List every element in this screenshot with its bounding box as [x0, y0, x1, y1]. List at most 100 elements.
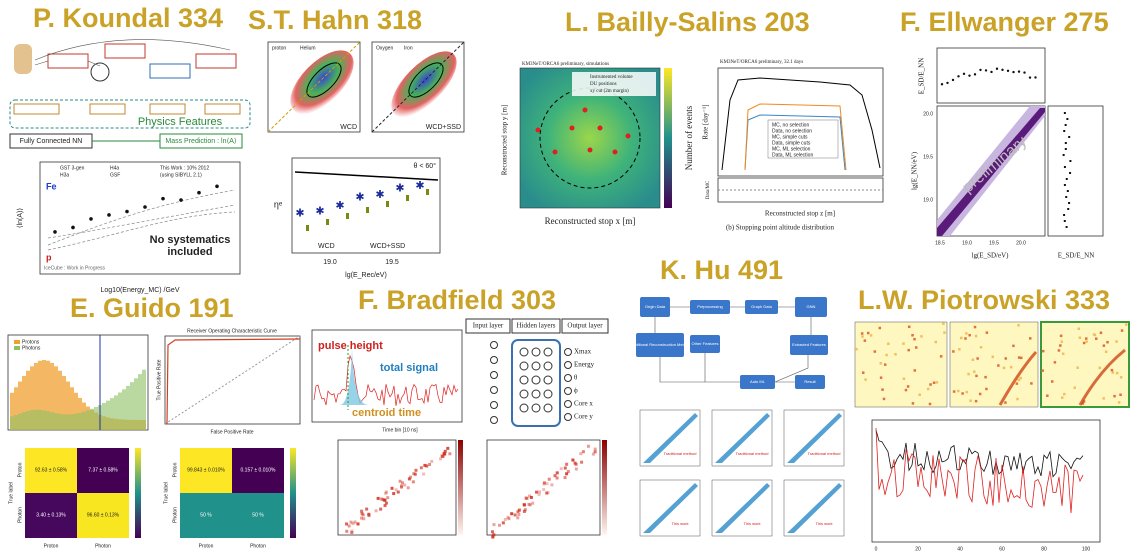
marker [426, 189, 429, 195]
pixel [1092, 333, 1096, 336]
cell [545, 491, 549, 495]
pixel [1059, 334, 1063, 338]
pixel [894, 353, 897, 356]
pixel [1115, 340, 1118, 343]
group [1062, 112, 1072, 228]
cell [586, 444, 590, 448]
legend-label: MC, ML selection [772, 146, 811, 152]
decoration [14, 346, 20, 350]
marker [1065, 196, 1068, 198]
pixel [1106, 340, 1109, 344]
neuron [490, 371, 498, 379]
cell [419, 466, 423, 470]
cell [384, 491, 388, 495]
bar [22, 412, 26, 430]
pixel [1016, 397, 1019, 401]
pixel [860, 332, 864, 335]
axis-label: lg(E_SD/eV) [972, 252, 1010, 260]
tag: Traditional method [808, 451, 841, 456]
marker [1066, 190, 1069, 192]
decoration [294, 171, 439, 181]
bar [18, 381, 22, 430]
axis-label: False Positive Rate [210, 429, 253, 435]
marker [53, 230, 57, 234]
marker [973, 73, 977, 76]
neuron [543, 403, 553, 413]
bar [66, 381, 70, 430]
chart-title: Receiver Operating Characteristic Curve [187, 328, 277, 334]
decoration [149, 103, 186, 115]
pixel [1081, 402, 1085, 405]
pixel [1061, 352, 1065, 356]
bar [134, 378, 138, 430]
cell [446, 446, 450, 450]
decoration [602, 440, 607, 535]
bar [74, 413, 78, 430]
pixel [1059, 344, 1062, 347]
flow-node [795, 375, 825, 389]
cell [439, 457, 443, 461]
flow-node [636, 333, 684, 357]
tag: This work [743, 521, 760, 526]
pixel [866, 331, 870, 335]
bar [34, 362, 38, 430]
decoration [664, 68, 672, 208]
cell [565, 472, 569, 476]
cell [506, 515, 510, 519]
tick-label: 80 [1041, 546, 1047, 552]
scatter-band [787, 413, 842, 463]
annotation: pulse height [318, 340, 383, 352]
legend-label: GSF [110, 172, 120, 178]
cell-label: 50 % [200, 512, 212, 518]
pixel [920, 335, 923, 338]
axis-label: Data/MC [706, 180, 711, 199]
neuron [490, 356, 498, 364]
legend-label: Iron [404, 45, 413, 51]
pixel [965, 332, 968, 335]
pixel [911, 402, 915, 405]
bar [42, 360, 46, 430]
node-label: Preprocessing [697, 304, 723, 309]
neuron [543, 389, 553, 399]
group: Origin Data Preprocessing Graph Data GNN Tra… [630, 297, 828, 389]
decoration [511, 318, 561, 334]
marker [1069, 160, 1072, 162]
tick-label: 0 [875, 546, 878, 552]
decoration [1047, 105, 1104, 237]
cell [531, 501, 535, 505]
cell [400, 485, 404, 489]
marker [569, 125, 575, 131]
cell [501, 521, 505, 525]
cell [517, 513, 521, 517]
axis-label: ⟨ln(A)⟩ [16, 208, 24, 229]
cell [579, 452, 583, 456]
cell [374, 509, 378, 513]
pixel [885, 353, 888, 357]
flow-node [745, 300, 778, 314]
pixel [1019, 356, 1023, 360]
cell [528, 494, 532, 498]
cell [345, 522, 349, 526]
annotation: θ < 60° [414, 162, 437, 170]
bar [126, 385, 130, 430]
pixel [1019, 376, 1022, 380]
legend-label: Protons [22, 339, 40, 345]
label: Fe [46, 181, 57, 191]
bar [66, 414, 70, 430]
pixel [1060, 340, 1064, 344]
decoration [949, 321, 1039, 408]
cell [559, 467, 563, 471]
axis-label: True label [163, 482, 169, 504]
annotation: No systematics [150, 234, 231, 246]
marker [366, 207, 369, 213]
decoration [12, 338, 52, 352]
pixel [1030, 382, 1033, 385]
cell [498, 523, 502, 527]
bar [54, 413, 58, 430]
pixel [913, 369, 917, 372]
bar [82, 411, 86, 430]
cell [542, 488, 546, 492]
pixel [1015, 382, 1019, 385]
cell [517, 508, 521, 512]
marker [1065, 178, 1068, 180]
